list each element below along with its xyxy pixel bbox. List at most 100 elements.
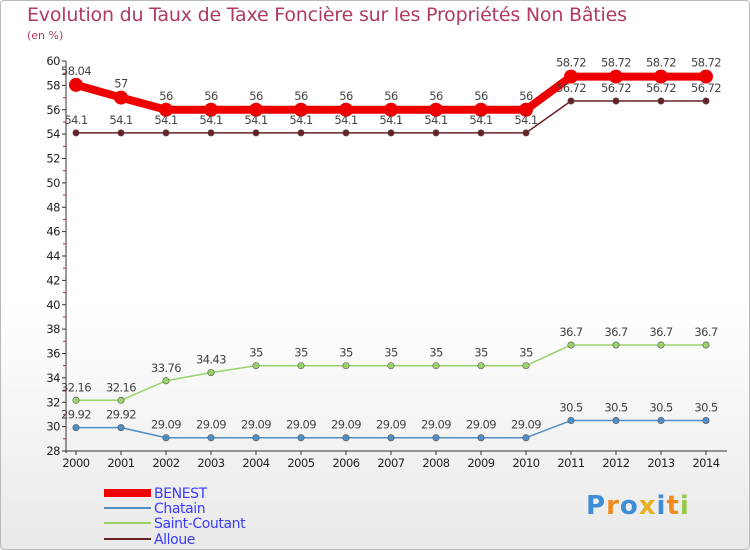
logo-letter: t [666,491,680,521]
data-point-saint-coutant [342,362,350,370]
data-label-alloue: 54.1 [109,113,132,127]
y-tick-label: 46 [46,225,60,239]
data-label-saint-coutant: 35 [294,346,308,360]
x-tick-label: 2010 [512,456,539,470]
x-tick-label: 2004 [242,456,269,470]
data-point-benest [384,102,398,117]
y-tick-label: 44 [46,249,60,263]
data-label-benest: 56 [204,89,218,103]
data-point-saint-coutant [162,377,170,385]
logo-letter: i [679,491,690,521]
data-point-benest [249,102,263,117]
data-point-chatain [567,417,575,425]
data-label-benest: 58.72 [601,56,631,70]
data-label-saint-coutant: 35 [384,346,398,360]
x-tick-label: 2003 [197,456,224,470]
data-point-saint-coutant [612,341,620,349]
data-point-chatain [657,417,665,425]
data-label-alloue: 54.1 [244,113,267,127]
data-point-chatain [297,434,305,442]
y-tick-label: 40 [46,298,60,312]
data-label-saint-coutant: 35 [339,346,353,360]
data-label-saint-coutant: 35 [429,346,443,360]
data-point-saint-coutant [72,396,80,404]
x-tick-label: 2013 [647,456,674,470]
y-tick-label: 56 [46,103,60,117]
data-point-saint-coutant [252,362,260,370]
data-label-chatain: 29.09 [286,418,316,432]
data-label-saint-coutant: 35 [474,346,488,360]
data-label-benest: 58.72 [556,56,586,70]
data-point-saint-coutant [657,341,665,349]
y-tick-label: 50 [46,176,60,190]
data-point-saint-coutant [567,341,575,349]
y-tick-label: 58 [46,78,60,92]
data-point-benest [519,102,533,117]
y-tick-label: 48 [46,200,60,214]
data-point-benest [474,102,488,117]
data-point-alloue [657,97,665,105]
y-tick-label: 42 [46,273,60,287]
data-point-benest [654,69,668,84]
data-point-saint-coutant [387,362,395,370]
data-label-chatain: 29.92 [106,408,136,422]
data-label-chatain: 30.5 [649,401,672,415]
data-label-saint-coutant: 35 [519,346,533,360]
data-point-saint-coutant [297,362,305,370]
proxiti-logo: Proxiti [586,491,690,521]
data-label-alloue: 54.1 [379,113,402,127]
data-point-alloue [207,129,215,137]
legend-label-chatain: Chatain [154,501,205,517]
x-tick-label: 2001 [107,456,134,470]
data-point-chatain [207,434,215,442]
y-tick-label: 52 [46,152,60,166]
data-point-chatain [702,417,710,425]
data-point-benest [69,77,83,92]
data-label-saint-coutant: 36.7 [604,325,627,339]
data-label-benest: 56 [384,89,398,103]
data-label-benest: 58.72 [691,56,721,70]
logo-letter: i [656,491,667,521]
data-point-saint-coutant [117,396,125,404]
logo-letter: x [638,491,657,521]
data-point-benest [204,102,218,117]
data-point-alloue [522,129,530,137]
y-tick-label: 28 [46,444,60,458]
data-point-benest [564,69,578,84]
y-tick-label: 32 [46,395,60,409]
data-point-chatain [477,434,485,442]
x-tick-label: 2000 [62,456,89,470]
data-label-benest: 56 [429,89,443,103]
data-label-alloue: 54.1 [289,113,312,127]
x-tick-label: 2011 [557,456,584,470]
data-point-chatain [612,417,620,425]
data-label-chatain: 30.5 [604,401,627,415]
data-label-benest: 58.72 [646,56,676,70]
data-point-benest [609,69,623,84]
data-point-alloue [342,129,350,137]
data-label-alloue: 56.72 [601,81,631,95]
data-label-chatain: 29.09 [241,418,271,432]
legend-label-benest: BENEST [154,486,208,502]
data-label-alloue: 56.72 [691,81,721,95]
data-point-chatain [252,434,260,442]
chart-unit-label: (en %) [27,29,64,42]
data-point-benest [339,102,353,117]
data-label-benest: 56 [249,89,263,103]
data-point-alloue [117,129,125,137]
data-point-chatain [117,424,125,432]
data-label-benest: 56 [519,89,533,103]
data-point-alloue [477,129,485,137]
data-label-alloue: 56.72 [646,81,676,95]
data-label-benest: 56 [474,89,488,103]
x-tick-label: 2002 [152,456,179,470]
data-point-chatain [342,434,350,442]
data-label-chatain: 29.09 [421,418,451,432]
data-point-chatain [162,434,170,442]
x-tick-label: 2005 [287,456,314,470]
data-label-alloue: 54.1 [154,113,177,127]
data-point-chatain [522,434,530,442]
data-label-saint-coutant: 33.76 [151,361,181,375]
